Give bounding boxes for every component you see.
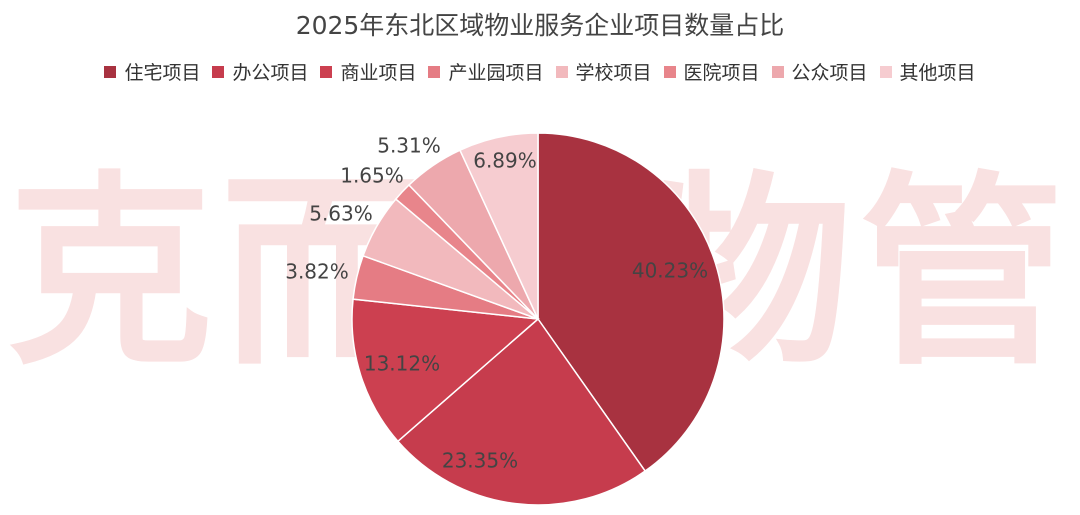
legend-label: 学校项目: [575, 62, 652, 84]
legend-label: 产业园项目: [448, 62, 544, 84]
data-label: 23.35%: [442, 449, 518, 473]
legend-label: 医院项目: [683, 62, 760, 84]
data-label: 5.63%: [309, 202, 373, 226]
chart-title: 2025年东北区域物业服务企业项目数量占比: [295, 11, 785, 40]
pie-slice: [458, 132, 539, 320]
legend-swatch: [879, 65, 892, 78]
legend-swatch: [428, 65, 441, 78]
legend-label: 住宅项目: [124, 62, 201, 84]
pie-slice: [351, 298, 540, 443]
data-label: 5.31%: [377, 134, 441, 158]
legend-item: 商业项目: [320, 58, 416, 85]
legend-swatch: [663, 65, 676, 78]
legend-swatch: [555, 65, 568, 78]
data-label: 6.89%: [473, 149, 537, 173]
pie-slice: [537, 132, 725, 473]
legend-item: 医院项目: [663, 58, 760, 85]
data-label: 1.65%: [340, 164, 404, 188]
legend-swatch: [212, 65, 225, 78]
pie-slices: [351, 132, 725, 506]
data-label: 13.12%: [364, 352, 440, 376]
legend-swatch: [104, 65, 117, 78]
legend-label: 其他项目: [899, 62, 976, 84]
legend-label: 办公项目: [232, 62, 309, 84]
legend-item: 产业园项目: [428, 58, 544, 85]
legend-label: 商业项目: [340, 62, 417, 84]
legend-item: 办公项目: [212, 58, 308, 85]
legend-item: 住宅项目: [104, 58, 200, 85]
pie-slice: [396, 317, 647, 506]
data-label: 40.23%: [632, 259, 708, 283]
legend-item: 公众项目: [771, 58, 868, 85]
legend-swatch: [771, 65, 784, 78]
legend: 住宅项目 办公项目 商业项目 产业园项目 学校项目 医院项目 公众项目 其他项目: [0, 58, 1080, 85]
legend-item: 其他项目: [879, 58, 976, 85]
legend-label: 公众项目: [791, 62, 868, 84]
pie-labels: 40.23% 23.35% 13.12% 3.82% 5.63% 1.65% 5.31% 6.…: [285, 134, 708, 473]
legend-swatch: [320, 65, 333, 78]
legend-item: 学校项目: [555, 58, 652, 85]
data-label: 3.82%: [285, 260, 349, 284]
